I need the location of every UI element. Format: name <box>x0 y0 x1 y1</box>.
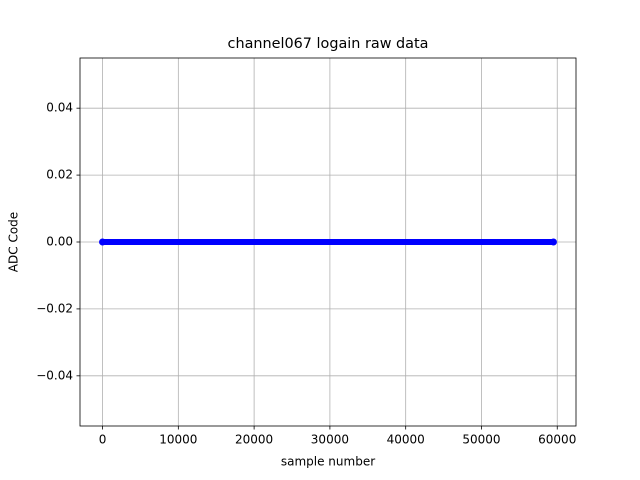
y-tick-label: 0.00 <box>46 235 73 249</box>
y-tick-label: −0.02 <box>36 301 73 315</box>
x-tick-label: 60000 <box>538 433 576 447</box>
plot-frame <box>79 57 577 427</box>
x-tick-label: 20000 <box>235 433 273 447</box>
x-tick-label: 10000 <box>159 433 197 447</box>
chart-title: channel067 logain raw data <box>228 36 429 52</box>
x-tick-label: 40000 <box>387 433 425 447</box>
y-tick-label: 0.02 <box>46 168 73 182</box>
x-tick-label: 0 <box>99 433 107 447</box>
x-tick-label: 30000 <box>311 433 349 447</box>
data-point <box>99 238 107 246</box>
y-tick-label: 0.04 <box>46 101 73 115</box>
x-tick-label: 50000 <box>462 433 500 447</box>
data-point <box>549 238 557 246</box>
y-axis-label: ADC Code <box>7 212 21 272</box>
x-axis-label: sample number <box>281 455 375 469</box>
y-tick-label: −0.04 <box>36 368 73 382</box>
